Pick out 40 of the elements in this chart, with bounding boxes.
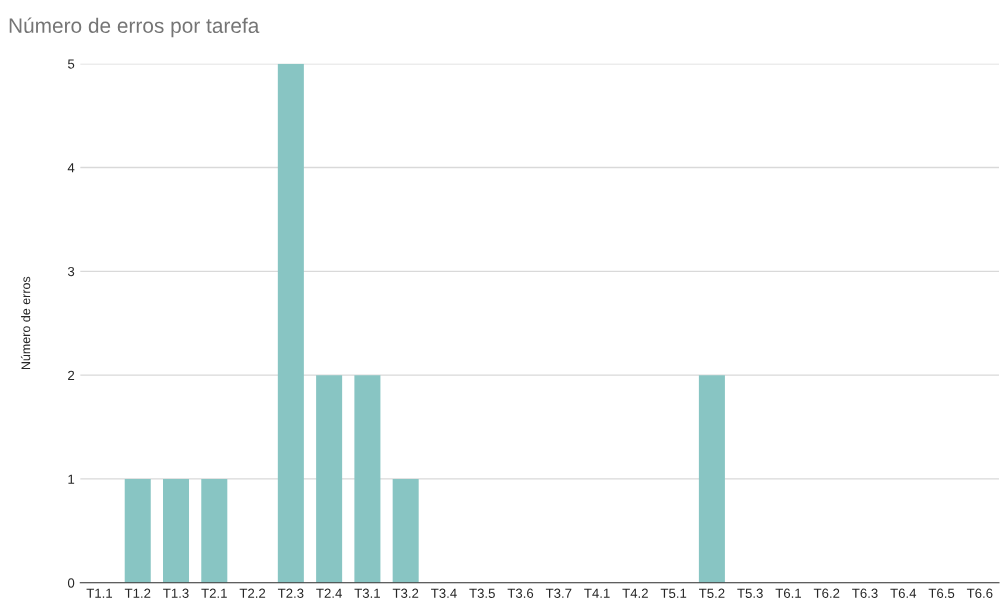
x-tick-label: T2.2 (239, 588, 266, 598)
x-tick-label: T2.3 (277, 588, 304, 598)
x-tick-label: T6.6 (966, 588, 993, 598)
x-tick-label: T4.2 (622, 588, 648, 598)
x-tick-label: T3.7 (545, 588, 572, 598)
x-tick-label: T6.4 (890, 588, 917, 598)
y-axis-title: Número de erros (20, 276, 31, 370)
bar (316, 375, 343, 583)
x-tick-label: T6.1 (775, 588, 802, 598)
y-tick-label: 1 (68, 474, 75, 484)
x-tick-label: T6.3 (852, 588, 878, 598)
x-tick-label: T3.5 (469, 588, 495, 598)
bar (124, 478, 151, 583)
x-tick-label: T3.1 (354, 588, 380, 598)
x-tick-label: T1.3 (163, 588, 189, 598)
y-tick-label: 0 (67, 578, 75, 588)
y-tick-label: 2 (68, 370, 75, 380)
x-tick-label: T6.2 (813, 588, 840, 598)
x-tick-label: T2.1 (201, 588, 227, 598)
bar (698, 375, 725, 583)
chart-title: Número de erros por tarefa (9, 17, 260, 38)
x-tick-label: T3.6 (507, 588, 534, 598)
x-tick-label: T3.2 (392, 588, 419, 598)
x-tick-label: T5.1 (660, 588, 687, 598)
x-tick-label: T1.1 (86, 588, 113, 598)
y-tick-label: 3 (67, 266, 75, 277)
bar (392, 478, 419, 583)
bar (201, 478, 228, 583)
y-tick-label: 5 (67, 59, 75, 69)
bar (354, 375, 381, 583)
x-tick-label: T6.5 (928, 588, 955, 598)
bar (277, 63, 304, 583)
x-tick-label: T3.4 (431, 588, 457, 598)
x-tick-label: T5.3 (737, 588, 763, 598)
y-tick-label: 4 (67, 163, 75, 173)
x-tick-label: T2.4 (316, 588, 342, 598)
bar (163, 478, 190, 583)
x-tick-label: T4.1 (584, 588, 610, 598)
x-tick-label: T1.2 (124, 588, 151, 598)
x-tick-label: T5.2 (699, 588, 725, 598)
